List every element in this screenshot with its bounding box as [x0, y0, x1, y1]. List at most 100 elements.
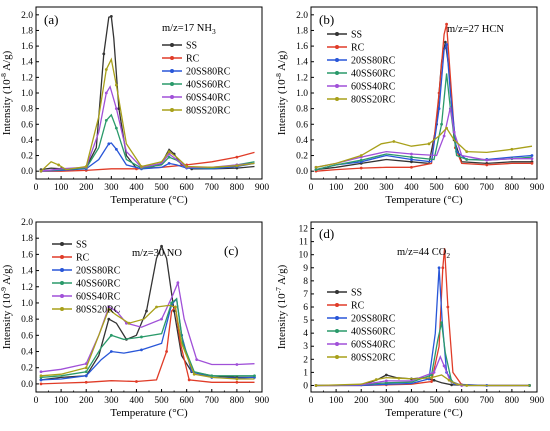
- y-tick-label: 5: [303, 316, 308, 326]
- y-tick-label: 1.4: [21, 267, 33, 277]
- series-line-80ss20rc: [315, 374, 530, 387]
- y-tick-label: 2.0: [21, 218, 33, 228]
- data-point: [445, 22, 448, 26]
- data-point: [235, 164, 239, 168]
- data-point: [39, 370, 43, 374]
- y-tick-label: 11: [299, 238, 308, 248]
- data-point: [160, 317, 163, 321]
- legend-marker: [335, 303, 339, 307]
- legend-label: SS: [186, 41, 197, 52]
- data-point: [359, 154, 363, 157]
- y-tick-label: 1.8: [296, 26, 308, 36]
- x-tick-label: 900: [530, 183, 545, 193]
- x-tick-label: 700: [480, 183, 495, 193]
- data-point: [140, 165, 143, 168]
- data-point: [427, 142, 431, 146]
- y-tick-label: 2: [303, 355, 308, 365]
- data-point: [447, 378, 451, 382]
- data-point: [109, 350, 113, 353]
- data-point: [235, 155, 239, 159]
- data-point: [107, 142, 111, 146]
- x-tick-label: 700: [205, 396, 220, 406]
- x-tick-label: 100: [54, 183, 69, 193]
- series-line-80ss20rc: [315, 127, 533, 168]
- y-axis-title: Intensity (10-9 A/g): [0, 264, 13, 349]
- y-tick-label: 1.0: [21, 299, 33, 309]
- legend-marker: [335, 342, 339, 346]
- y-axis-title: Intensity (10-7 A/g): [274, 264, 288, 349]
- data-point: [445, 43, 448, 46]
- data-point: [104, 91, 108, 95]
- data-point: [384, 381, 388, 385]
- x-tick-label: 900: [530, 396, 545, 406]
- x-axis-title: Temperature (°C): [110, 407, 188, 419]
- data-point: [84, 374, 88, 378]
- species-annotation: m/z=27 HCN: [447, 24, 504, 35]
- y-tick-label: 0.6: [21, 331, 33, 341]
- data-point: [432, 378, 436, 382]
- legend-label: 80SS20RC: [186, 106, 231, 117]
- x-tick-label: 300: [104, 183, 119, 193]
- data-point: [109, 333, 113, 337]
- data-point: [450, 383, 454, 387]
- y-axis-title: Intensity (10-8 A/g): [0, 50, 13, 135]
- y-tick-label: 2.0: [21, 11, 33, 21]
- y-tick-label: 4: [303, 329, 308, 339]
- x-tick-label: 100: [329, 396, 344, 406]
- legend-marker: [335, 58, 339, 62]
- legend: SS RC 20SS80RC 40SS60RC 60SS40RC 80SS20RC: [327, 288, 396, 364]
- legend-label: 20SS80RC: [351, 314, 396, 325]
- x-tick-label: 200: [79, 183, 94, 193]
- data-point: [440, 122, 443, 126]
- data-point: [465, 384, 469, 387]
- data-point: [84, 380, 88, 384]
- legend-marker: [60, 255, 64, 259]
- data-point: [510, 147, 514, 151]
- x-tick-label: 400: [404, 183, 419, 193]
- x-tick-label: 600: [455, 183, 470, 193]
- legend-marker: [335, 355, 339, 359]
- data-point: [104, 118, 108, 122]
- x-tick-label: 0: [34, 183, 39, 193]
- x-tick-label: 400: [129, 396, 144, 406]
- data-point: [195, 358, 199, 362]
- legend-marker: [335, 97, 339, 101]
- x-tick-label: 500: [429, 396, 444, 406]
- data-point: [140, 335, 143, 339]
- x-tick-label: 400: [404, 396, 419, 406]
- legend-label: 40SS60RC: [351, 69, 396, 80]
- chart-panel-1: 0 100 200 300 400 500 600 700 800 900 0.0 0.2 0.4 0.6…: [0, 6, 269, 206]
- series-line-rc: [316, 248, 530, 387]
- x-tick-label: 300: [379, 396, 394, 406]
- series-line-60ss40rc: [40, 280, 255, 373]
- chart-panel-3: 0 100 200 300 400 500 600 700 800 900 0.0 0.2 0.4 0.6…: [0, 218, 269, 419]
- y-tick-label: 0.6: [296, 120, 308, 130]
- data-point: [397, 376, 401, 380]
- panel-label: (a): [44, 12, 58, 27]
- data-point: [39, 378, 43, 382]
- data-point: [114, 126, 118, 130]
- data-point: [437, 266, 441, 270]
- data-point: [167, 161, 171, 165]
- legend-label: 40SS60RC: [351, 327, 396, 338]
- y-tick-label: 0.0: [21, 167, 33, 177]
- data-point: [430, 376, 433, 380]
- data-point: [465, 150, 469, 154]
- series-line-rc: [40, 305, 255, 385]
- data-point: [102, 52, 106, 56]
- data-point: [155, 305, 158, 309]
- legend-marker: [60, 242, 64, 246]
- data-point: [114, 107, 118, 111]
- legend-marker: [170, 95, 174, 99]
- legend-marker: [170, 82, 174, 86]
- series-line-80ss20rc: [40, 304, 255, 380]
- y-tick-label: 10: [299, 251, 309, 261]
- y-tick-label: 1.2: [296, 73, 308, 83]
- data-point: [192, 372, 196, 376]
- data-point: [410, 155, 413, 159]
- y-tick-label: 1.6: [21, 42, 33, 52]
- data-point: [485, 158, 489, 162]
- y-tick-label: 1: [303, 368, 308, 378]
- data-point: [443, 40, 447, 44]
- data-point: [530, 161, 534, 165]
